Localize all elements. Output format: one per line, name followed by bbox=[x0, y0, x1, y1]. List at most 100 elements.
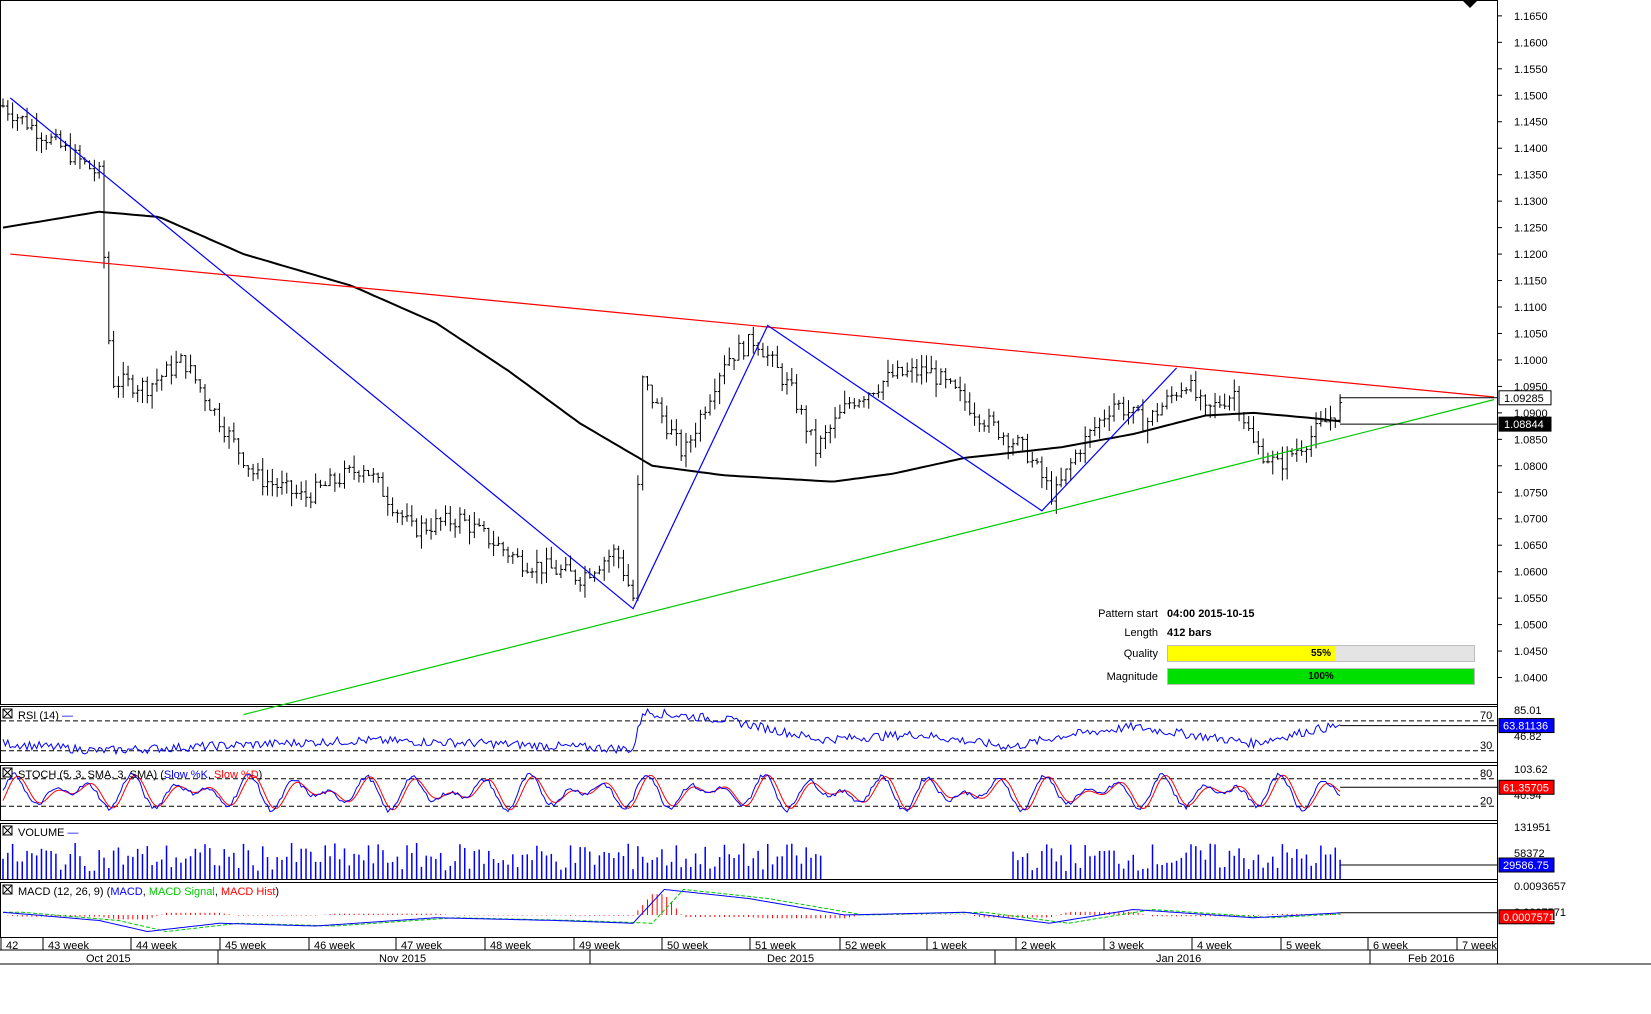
current-price-box bbox=[1498, 390, 1552, 406]
y-tick-label: 1.0650 bbox=[1514, 540, 1548, 552]
week-label: 49 week bbox=[579, 940, 620, 952]
axis-label: 58372 bbox=[1514, 848, 1545, 860]
pattern-start-value: 04:00 2015-10-15 bbox=[1167, 608, 1255, 620]
current-price-label: 1.09285 bbox=[1504, 393, 1544, 405]
y-tick-label: 1.0750 bbox=[1514, 487, 1548, 499]
month-label: Jan 2016 bbox=[1156, 953, 1201, 965]
y-tick-label: 1.0550 bbox=[1514, 593, 1548, 605]
volume-panel: 131951 58372 VOLUME — 29586.75 bbox=[2, 822, 1555, 879]
indicator-value-box bbox=[1498, 857, 1555, 873]
magnitude-bar-fill bbox=[1168, 669, 1474, 684]
week-label: 45 week bbox=[225, 940, 266, 952]
panel-close-icon-x bbox=[2, 825, 13, 836]
axis-label: 131951 bbox=[1514, 822, 1551, 834]
week-label: 42 bbox=[6, 940, 18, 952]
moving-average-path bbox=[2, 210, 1341, 483]
quality-bar-fill bbox=[1168, 646, 1337, 661]
y-tick-label: 1.1100 bbox=[1514, 302, 1547, 314]
rsi-legend-swatch: — bbox=[62, 710, 73, 722]
chart-menu-arrow-icon[interactable] bbox=[1462, 0, 1478, 8]
panel-close-icon-x bbox=[2, 767, 13, 778]
panel-frames bbox=[0, 0, 1651, 965]
y-tick-label: 1.0450 bbox=[1514, 646, 1548, 658]
current-price-connector bbox=[1339, 397, 1497, 412]
week-label: 43 week bbox=[48, 940, 89, 952]
panel-title: STOCH (5, 3, SMA, 3, SMA) (Slow %K, Slow… bbox=[18, 769, 262, 781]
level-label: 70 bbox=[1480, 710, 1492, 722]
y-tick-label: 1.0700 bbox=[1514, 514, 1548, 526]
stoch-d-label: Slow %D bbox=[214, 769, 259, 781]
resistance-trend-line bbox=[10, 253, 1495, 398]
week-label: 52 week bbox=[845, 940, 886, 952]
rsi-line bbox=[2, 707, 1341, 756]
macd-close: ) bbox=[275, 886, 279, 898]
y-tick-label: 1.0400 bbox=[1514, 673, 1548, 685]
time-axis: 42 43 week 44 week 45 week 46 week 47 week 48 … bbox=[0, 938, 1497, 965]
length-label: Length bbox=[1124, 627, 1158, 639]
y-tick-label: 1.0800 bbox=[1514, 461, 1548, 473]
macd-main-label: MACD bbox=[110, 886, 142, 898]
stoch-k-label: Slow %K bbox=[164, 769, 209, 781]
week-label: 44 week bbox=[136, 940, 177, 952]
volume-legend-swatch: — bbox=[68, 827, 79, 839]
axis-label: 46.82 bbox=[1514, 731, 1542, 743]
indicator-value: 29586.75 bbox=[1503, 860, 1549, 872]
axis-label: 0.0093657 bbox=[1514, 881, 1566, 893]
price-bars bbox=[1, 98, 1343, 602]
stoch-d-line bbox=[2, 774, 1341, 811]
y-tick-label: 1.1200 bbox=[1514, 249, 1548, 261]
y-tick-label: 1.1450 bbox=[1514, 117, 1548, 129]
y-tick-label: 1.1600 bbox=[1514, 37, 1548, 49]
month-label: Feb 2016 bbox=[1408, 953, 1454, 965]
quality-bar: 55% bbox=[1167, 645, 1475, 662]
week-label: 51 week bbox=[755, 940, 796, 952]
rsi-title: RSI (14) bbox=[18, 710, 62, 722]
week-label: 50 week bbox=[667, 940, 708, 952]
panel-title: MACD (12, 26, 9) (MACD, MACD Signal, MAC… bbox=[18, 886, 279, 898]
quality-label: Quality bbox=[1123, 648, 1158, 660]
panel-frame bbox=[0, 706, 1498, 763]
zigzag-line bbox=[9, 97, 1178, 610]
y-tick-label: 1.1150 bbox=[1514, 276, 1547, 288]
y-tick-label: 1.0600 bbox=[1514, 567, 1548, 579]
week-label: 7 week bbox=[1462, 940, 1497, 952]
magnitude-value: 100% bbox=[1308, 671, 1334, 682]
month-label: Nov 2015 bbox=[379, 953, 426, 965]
y-tick-label: 1.1000 bbox=[1514, 355, 1548, 367]
indicator-value-box bbox=[1498, 779, 1555, 795]
y-tick-label: 1.1650 bbox=[1514, 11, 1548, 23]
week-label: 1 week bbox=[932, 940, 967, 952]
macd-main-line bbox=[2, 888, 1341, 933]
macd-panel: 0.0093657 0.0007571 MACD (12, 26, 9) (MACD… bbox=[2, 881, 1566, 933]
y-tick-label: 1.0500 bbox=[1514, 620, 1548, 632]
week-label: 5 week bbox=[1286, 940, 1321, 952]
macd-signal-line bbox=[3, 888, 1341, 933]
y-tick-label: 1.1350 bbox=[1514, 170, 1548, 182]
indicator-value: 63.81136 bbox=[1503, 721, 1548, 733]
stoch-k-line bbox=[2, 772, 1341, 814]
panel-title: VOLUME — bbox=[18, 827, 79, 839]
length-value: 412 bars bbox=[1167, 627, 1212, 639]
pattern-start-label: Pattern start bbox=[1098, 608, 1158, 620]
month-label: Oct 2015 bbox=[86, 953, 131, 965]
price-labels: 1.09285 1.08844 bbox=[1339, 390, 1552, 432]
y-tick-label: 1.1250 bbox=[1514, 223, 1548, 235]
y-tick-label: 1.1500 bbox=[1514, 90, 1548, 102]
week-label: 48 week bbox=[490, 940, 531, 952]
level-label: 30 bbox=[1480, 740, 1492, 752]
ma-price-box bbox=[1498, 416, 1552, 432]
level-label: 20 bbox=[1480, 795, 1492, 807]
quality-value: 55% bbox=[1310, 648, 1331, 659]
moving-average-line bbox=[2, 210, 1341, 483]
indicator-value: 61.35705 bbox=[1503, 782, 1549, 794]
indicator-value-box bbox=[1498, 909, 1555, 925]
y-tick-label: 1.0850 bbox=[1514, 434, 1548, 446]
axis-label: 103.62 bbox=[1514, 764, 1548, 776]
ma-price-label: 1.08844 bbox=[1504, 419, 1544, 431]
indicator-value: 0.0007571 bbox=[1503, 912, 1555, 924]
macd-sep: , bbox=[215, 886, 221, 898]
y-tick-label: 1.1300 bbox=[1514, 196, 1548, 208]
pattern-lines bbox=[9, 97, 1495, 716]
